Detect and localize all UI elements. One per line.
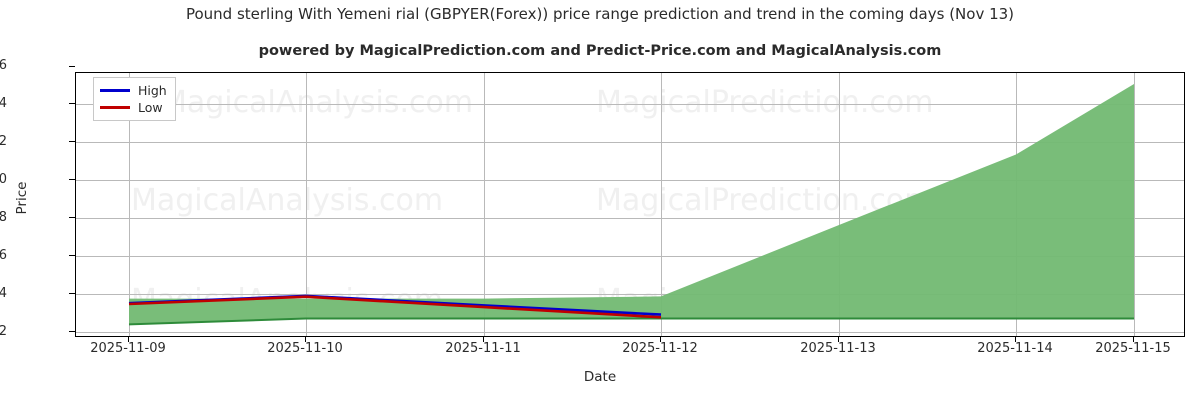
y-tick-label: 312 [0, 324, 7, 339]
legend-label-low: Low [138, 100, 163, 115]
y-tick-label: 322 [0, 134, 7, 149]
gridline-v [1134, 73, 1135, 336]
legend: High Low [93, 77, 176, 121]
x-tick-mark [1133, 337, 1134, 342]
x-tick-mark [128, 337, 129, 342]
band-lower-edge [128, 317, 1134, 326]
gridline-h [76, 104, 1184, 105]
series-line-low [128, 295, 662, 319]
gridline-h [76, 218, 1184, 219]
chart-subtitle: powered by MagicalPrediction.com and Pre… [258, 43, 942, 59]
y-tick-label: 320 [0, 172, 7, 187]
x-tick-label: 2025-11-12 [622, 341, 698, 356]
x-tick-label: 2025-11-10 [267, 341, 343, 356]
x-tick-mark [483, 337, 484, 342]
x-tick-label: 2025-11-13 [800, 341, 876, 356]
x-tick-mark [1015, 337, 1016, 342]
gridline-h [76, 180, 1184, 181]
chart-title: Pound sterling With Yemeni rial (GBPYER(… [185, 5, 1015, 23]
y-tick-label: 324 [0, 96, 7, 111]
gridline-v [306, 73, 307, 336]
x-axis-title: Date [583, 369, 617, 385]
legend-swatch-high [100, 89, 130, 92]
legend-label-high: High [138, 83, 167, 98]
y-tick-mark [69, 255, 75, 256]
y-tick-mark [69, 103, 75, 104]
x-tick-label: 2025-11-09 [90, 341, 166, 356]
gridline-v [661, 73, 662, 336]
legend-item-low: Low [100, 99, 167, 116]
y-tick-mark [69, 66, 75, 67]
x-tick-label: 2025-11-14 [977, 341, 1053, 356]
y-tick-label: 316 [0, 248, 7, 263]
gridline-h [76, 294, 1184, 295]
y-tick-mark [69, 217, 75, 218]
y-tick-mark [69, 331, 75, 332]
y-tick-label: 326 [0, 58, 7, 73]
plot-area: MagicalAnalysis.com MagicalPrediction.co… [75, 72, 1185, 337]
x-tick-label: 2025-11-15 [1095, 341, 1171, 356]
series-svg [128, 84, 1134, 326]
x-tick-mark [838, 337, 839, 342]
gridline-h [76, 256, 1184, 257]
x-tick-mark [660, 337, 661, 342]
y-axis-title: Price [14, 181, 30, 215]
y-tick-mark [69, 293, 75, 294]
gridline-v [129, 73, 130, 336]
gridline-v [484, 73, 485, 336]
legend-swatch-low [100, 106, 130, 109]
x-tick-label: 2025-11-11 [445, 341, 521, 356]
y-tick-label: 314 [0, 286, 7, 301]
gridline-h [76, 142, 1184, 143]
gridline-h [76, 332, 1184, 333]
gridline-v [839, 73, 840, 336]
y-tick-label: 318 [0, 210, 7, 225]
y-tick-mark [69, 141, 75, 142]
x-tick-mark [305, 337, 306, 342]
y-tick-mark [69, 179, 75, 180]
price-range-band [129, 84, 1134, 325]
legend-item-high: High [100, 82, 167, 99]
